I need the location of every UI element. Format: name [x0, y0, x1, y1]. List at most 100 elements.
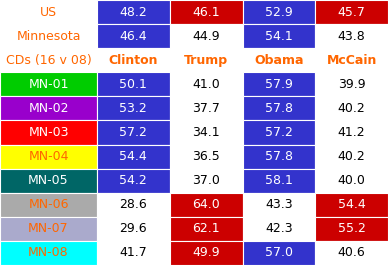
Bar	[97, 48, 170, 72]
Text: 57.2: 57.2	[265, 126, 293, 139]
Bar	[0, 241, 97, 265]
Text: 50.1: 50.1	[120, 78, 147, 91]
Bar	[170, 24, 242, 48]
Bar	[242, 96, 315, 121]
Bar	[0, 96, 97, 121]
Bar	[97, 72, 170, 96]
Text: 57.9: 57.9	[265, 78, 293, 91]
Text: 54.2: 54.2	[120, 174, 147, 187]
Text: US: US	[40, 6, 57, 19]
Bar	[97, 193, 170, 217]
Text: 57.8: 57.8	[265, 150, 293, 163]
Bar	[170, 48, 242, 72]
Bar	[315, 0, 388, 24]
Text: 57.2: 57.2	[120, 126, 147, 139]
Text: 57.0: 57.0	[265, 246, 293, 259]
Text: MN-03: MN-03	[28, 126, 69, 139]
Text: MN-05: MN-05	[28, 174, 69, 187]
Bar	[97, 96, 170, 121]
Bar	[97, 121, 170, 144]
Bar	[0, 217, 97, 241]
Bar	[0, 0, 97, 24]
Bar	[170, 144, 242, 169]
Bar	[315, 217, 388, 241]
Text: 57.8: 57.8	[265, 102, 293, 115]
Text: 54.4: 54.4	[338, 198, 365, 211]
Text: 28.6: 28.6	[120, 198, 147, 211]
Bar	[0, 72, 97, 96]
Text: 29.6: 29.6	[120, 222, 147, 235]
Text: MN-08: MN-08	[28, 246, 69, 259]
Bar	[242, 121, 315, 144]
Text: 52.9: 52.9	[265, 6, 293, 19]
Text: Clinton: Clinton	[109, 54, 158, 67]
Text: 53.2: 53.2	[120, 102, 147, 115]
Bar	[170, 241, 242, 265]
Bar	[0, 121, 97, 144]
Bar	[170, 96, 242, 121]
Text: 41.7: 41.7	[120, 246, 147, 259]
Bar	[0, 169, 97, 193]
Bar	[242, 24, 315, 48]
Text: 40.2: 40.2	[338, 150, 365, 163]
Bar	[315, 241, 388, 265]
Bar	[242, 169, 315, 193]
Bar	[242, 241, 315, 265]
Text: 40.6: 40.6	[338, 246, 365, 259]
Text: 37.0: 37.0	[192, 174, 220, 187]
Bar	[242, 217, 315, 241]
Text: 46.1: 46.1	[192, 6, 220, 19]
Text: McCain: McCain	[326, 54, 377, 67]
Text: MN-06: MN-06	[28, 198, 69, 211]
Bar	[315, 193, 388, 217]
Bar	[170, 217, 242, 241]
Text: 34.1: 34.1	[192, 126, 220, 139]
Text: 45.7: 45.7	[338, 6, 365, 19]
Text: 43.3: 43.3	[265, 198, 293, 211]
Text: 54.1: 54.1	[265, 30, 293, 43]
Text: 40.2: 40.2	[338, 102, 365, 115]
Bar	[170, 193, 242, 217]
Text: Trump: Trump	[184, 54, 228, 67]
Bar	[97, 24, 170, 48]
Text: 42.3: 42.3	[265, 222, 293, 235]
Text: 55.2: 55.2	[338, 222, 365, 235]
Text: 54.4: 54.4	[120, 150, 147, 163]
Bar	[315, 72, 388, 96]
Text: MN-01: MN-01	[28, 78, 69, 91]
Text: 64.0: 64.0	[192, 198, 220, 211]
Bar	[0, 193, 97, 217]
Bar	[0, 24, 97, 48]
Text: MN-07: MN-07	[28, 222, 69, 235]
Text: CDs (16 v 08): CDs (16 v 08)	[5, 54, 92, 67]
Text: 46.4: 46.4	[120, 30, 147, 43]
Text: 40.0: 40.0	[338, 174, 365, 187]
Text: 37.7: 37.7	[192, 102, 220, 115]
Bar	[242, 48, 315, 72]
Bar	[170, 72, 242, 96]
Bar	[315, 121, 388, 144]
Text: 36.5: 36.5	[192, 150, 220, 163]
Bar	[0, 48, 97, 72]
Text: Obama: Obama	[254, 54, 304, 67]
Bar	[170, 0, 242, 24]
Bar	[315, 96, 388, 121]
Text: 43.8: 43.8	[338, 30, 365, 43]
Bar	[170, 121, 242, 144]
Text: 62.1: 62.1	[192, 222, 220, 235]
Text: MN-02: MN-02	[28, 102, 69, 115]
Text: 48.2: 48.2	[120, 6, 147, 19]
Bar	[170, 169, 242, 193]
Bar	[242, 144, 315, 169]
Bar	[315, 48, 388, 72]
Text: 41.0: 41.0	[192, 78, 220, 91]
Bar	[242, 193, 315, 217]
Text: 58.1: 58.1	[265, 174, 293, 187]
Text: Minnesota: Minnesota	[16, 30, 81, 43]
Bar	[242, 0, 315, 24]
Bar	[315, 144, 388, 169]
Bar	[97, 169, 170, 193]
Bar	[97, 0, 170, 24]
Bar	[242, 72, 315, 96]
Bar	[315, 169, 388, 193]
